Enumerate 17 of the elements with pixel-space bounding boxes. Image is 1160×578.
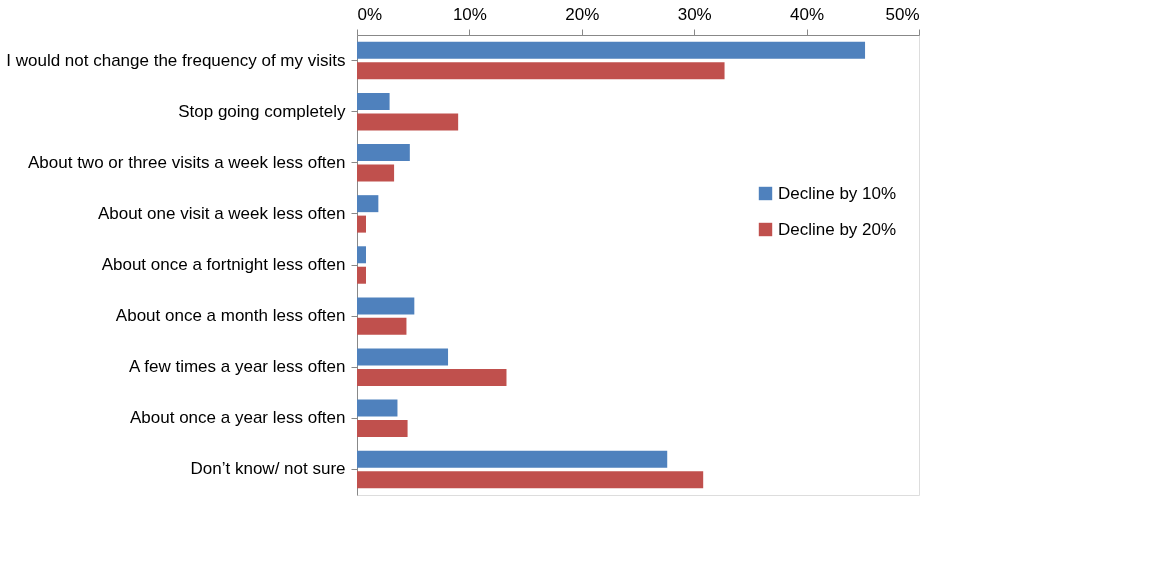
x-tick-label: 40% xyxy=(790,4,825,24)
y-tick-label: A few times a year less often xyxy=(129,357,346,377)
x-tick-label: 50% xyxy=(885,4,920,24)
x-tick-label: 10% xyxy=(452,4,487,24)
y-tick-label: About once a fortnight less often xyxy=(101,255,346,274)
y-tick-label: About once a month less often xyxy=(115,306,346,326)
y-tick-label: About once a year less often xyxy=(130,408,346,428)
legend-label: Decline by 10% xyxy=(778,183,897,203)
y-tick-label: Don’t know/ not sure xyxy=(190,459,346,479)
y-tick-label: About two or three visits a week less often xyxy=(28,152,346,172)
y-tick-label: Stop going completely xyxy=(178,101,346,121)
x-tick-label: 0% xyxy=(357,4,383,24)
x-tick-label: 20% xyxy=(565,4,600,24)
y-tick-label: I would not change the frequency of my visits xyxy=(6,50,346,70)
y-tick-label: About one visit a week less often xyxy=(97,203,346,223)
legend-label: Decline by 20% xyxy=(778,219,897,239)
x-tick-label: 30% xyxy=(677,4,712,24)
